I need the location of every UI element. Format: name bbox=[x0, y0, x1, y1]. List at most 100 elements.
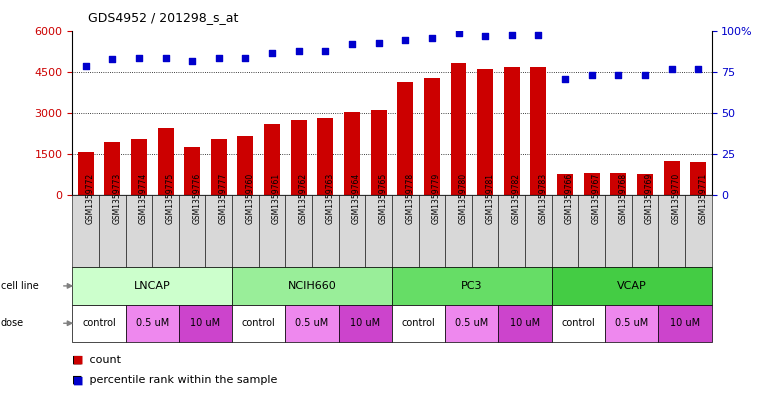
Text: GSM1359763: GSM1359763 bbox=[326, 173, 334, 224]
Text: LNCAP: LNCAP bbox=[134, 281, 170, 291]
Bar bbox=[525, 195, 552, 267]
Point bbox=[346, 41, 358, 48]
Text: ■  count: ■ count bbox=[72, 355, 121, 365]
Bar bbox=[685, 195, 712, 267]
Bar bbox=[339, 195, 365, 267]
Text: NCIH660: NCIH660 bbox=[288, 281, 336, 291]
Point bbox=[160, 54, 172, 61]
Text: GSM1359769: GSM1359769 bbox=[645, 173, 654, 224]
Bar bbox=[232, 195, 259, 267]
Bar bbox=[690, 162, 706, 195]
Bar bbox=[158, 128, 174, 195]
Text: GSM1359765: GSM1359765 bbox=[379, 173, 387, 224]
Bar bbox=[552, 267, 712, 305]
Point bbox=[612, 72, 624, 79]
Text: 10 uM: 10 uM bbox=[350, 318, 380, 328]
Text: control: control bbox=[402, 318, 435, 328]
Bar bbox=[392, 195, 419, 267]
Text: GSM1359777: GSM1359777 bbox=[219, 173, 228, 224]
Point bbox=[506, 31, 518, 38]
Point bbox=[426, 35, 438, 41]
Text: 10 uM: 10 uM bbox=[510, 318, 540, 328]
Text: GSM1359766: GSM1359766 bbox=[565, 173, 574, 224]
Point bbox=[133, 54, 145, 61]
Point bbox=[559, 75, 571, 82]
Bar bbox=[211, 139, 227, 195]
Point bbox=[453, 30, 465, 36]
Bar bbox=[205, 195, 232, 267]
Bar bbox=[445, 305, 498, 342]
Bar bbox=[445, 195, 472, 267]
Bar bbox=[152, 195, 179, 267]
Bar bbox=[232, 267, 392, 305]
Text: GSM1359760: GSM1359760 bbox=[245, 173, 254, 224]
Bar bbox=[498, 305, 552, 342]
Point bbox=[479, 33, 492, 39]
Bar bbox=[578, 195, 605, 267]
Bar bbox=[632, 195, 658, 267]
Text: dose: dose bbox=[1, 318, 24, 328]
Bar bbox=[131, 139, 147, 195]
Bar bbox=[552, 305, 605, 342]
Bar bbox=[477, 70, 493, 195]
Text: GSM1359768: GSM1359768 bbox=[619, 173, 627, 224]
Text: GSM1359782: GSM1359782 bbox=[512, 173, 521, 224]
Point bbox=[400, 37, 412, 43]
Bar bbox=[179, 195, 205, 267]
Text: ■: ■ bbox=[73, 375, 84, 385]
Text: GDS4952 / 201298_s_at: GDS4952 / 201298_s_at bbox=[88, 11, 238, 24]
Text: 0.5 uM: 0.5 uM bbox=[295, 318, 329, 328]
Text: 10 uM: 10 uM bbox=[190, 318, 221, 328]
Bar bbox=[584, 173, 600, 195]
Point bbox=[373, 40, 385, 46]
Text: GSM1359761: GSM1359761 bbox=[272, 173, 281, 224]
Text: 0.5 uM: 0.5 uM bbox=[615, 318, 648, 328]
Text: GSM1359772: GSM1359772 bbox=[86, 173, 94, 224]
Bar bbox=[312, 195, 339, 267]
Bar bbox=[552, 195, 578, 267]
Bar bbox=[610, 173, 626, 195]
Bar bbox=[365, 195, 392, 267]
Bar bbox=[392, 267, 552, 305]
Text: control: control bbox=[242, 318, 275, 328]
Bar bbox=[658, 195, 685, 267]
Bar bbox=[264, 124, 280, 195]
Text: ■: ■ bbox=[73, 355, 84, 365]
Point bbox=[213, 54, 225, 61]
Text: control: control bbox=[82, 318, 116, 328]
Bar bbox=[291, 120, 307, 195]
Bar bbox=[99, 195, 126, 267]
Text: 0.5 uM: 0.5 uM bbox=[135, 318, 169, 328]
Bar bbox=[498, 195, 525, 267]
Text: GSM1359778: GSM1359778 bbox=[406, 173, 414, 224]
Bar bbox=[637, 174, 653, 195]
Text: GSM1359762: GSM1359762 bbox=[298, 173, 307, 224]
Text: GSM1359773: GSM1359773 bbox=[113, 173, 121, 224]
Text: GSM1359767: GSM1359767 bbox=[592, 173, 600, 224]
Point bbox=[693, 66, 705, 72]
Bar bbox=[232, 305, 285, 342]
Bar bbox=[397, 82, 413, 195]
Text: GSM1359771: GSM1359771 bbox=[699, 173, 707, 224]
Bar bbox=[126, 195, 152, 267]
Text: GSM1359764: GSM1359764 bbox=[352, 173, 361, 224]
Bar bbox=[472, 195, 498, 267]
Bar bbox=[392, 305, 445, 342]
Bar bbox=[104, 141, 120, 195]
Bar bbox=[419, 195, 445, 267]
Text: GSM1359783: GSM1359783 bbox=[539, 173, 547, 224]
Bar bbox=[664, 161, 680, 195]
Text: GSM1359775: GSM1359775 bbox=[166, 173, 174, 224]
Bar bbox=[179, 305, 232, 342]
Text: GSM1359770: GSM1359770 bbox=[672, 173, 680, 224]
Point bbox=[80, 62, 92, 69]
Text: ■  percentile rank within the sample: ■ percentile rank within the sample bbox=[72, 375, 278, 385]
Bar bbox=[424, 78, 440, 195]
Bar bbox=[530, 67, 546, 195]
Text: GSM1359781: GSM1359781 bbox=[486, 173, 494, 224]
Bar bbox=[339, 305, 392, 342]
Bar bbox=[72, 305, 126, 342]
Text: GSM1359779: GSM1359779 bbox=[432, 173, 441, 224]
Point bbox=[320, 48, 332, 54]
Bar bbox=[237, 136, 253, 195]
